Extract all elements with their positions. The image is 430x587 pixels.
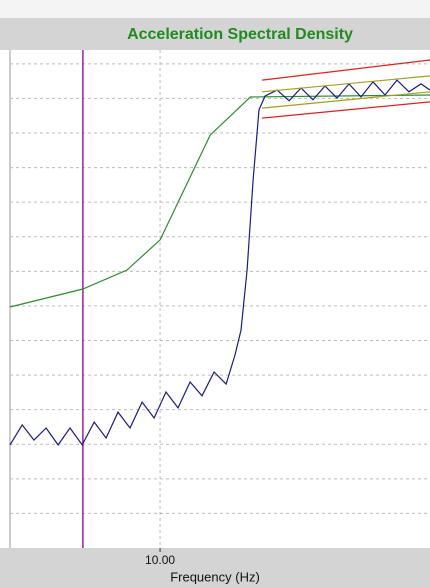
series-line xyxy=(262,59,430,81)
series-line xyxy=(262,101,430,119)
series-line xyxy=(262,91,430,109)
plot-area xyxy=(10,50,430,548)
top-strip xyxy=(0,0,430,18)
series-line xyxy=(262,75,430,93)
series-line xyxy=(9,79,430,447)
x-axis-label: Frequency (Hz) xyxy=(170,569,260,584)
series-line xyxy=(9,94,430,308)
x-axis-area xyxy=(0,548,430,587)
title-bar xyxy=(0,18,430,50)
chart-title: Acceleration Spectral Density xyxy=(127,26,353,43)
x-tick-label: 10.00 xyxy=(145,553,175,567)
